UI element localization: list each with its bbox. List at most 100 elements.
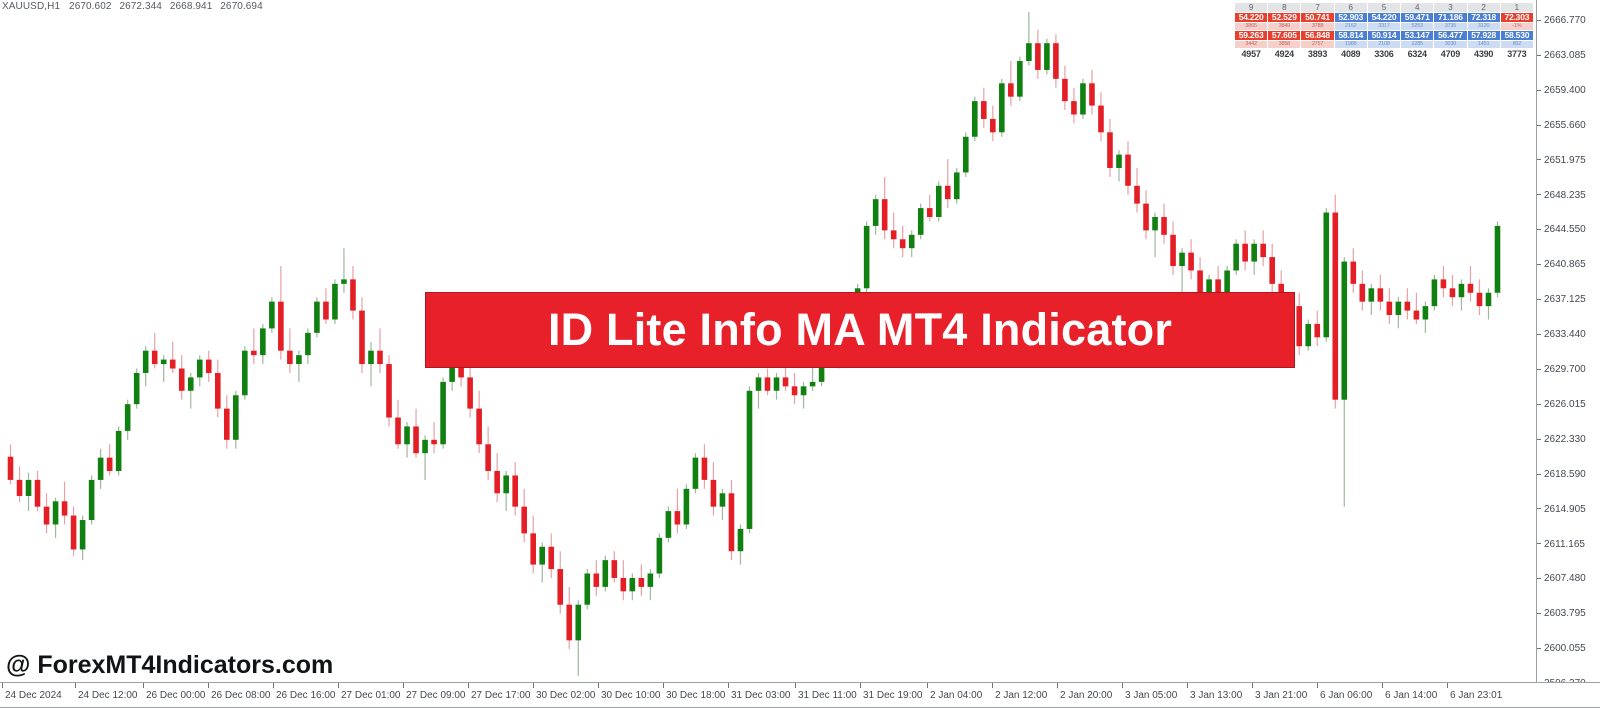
info-panel-subvalue-cell: -1% [1499,22,1535,31]
candle [61,481,68,525]
info-panel-subvalue-cell: 3849 [1267,22,1302,31]
candle [260,323,266,365]
time-axis[interactable]: 24 Dec 2024 24 Dec 12:00 26 Dec 00:00 26 De… [0,682,1600,708]
price-tick: 2629.700 [1537,364,1600,376]
candle [1305,319,1312,351]
candle [548,533,555,578]
chart-plot-area[interactable] [0,0,1536,682]
candle [305,328,311,365]
candle [160,355,167,382]
info-panel-value-cell: 72.318 [1466,12,1501,23]
candle [1359,270,1366,311]
candle [440,377,446,449]
candle [503,471,509,512]
info-panel-value-cell: 57.605 [1267,30,1302,41]
candle [512,462,518,516]
candle [422,435,428,480]
time-tick-label: 3 Jan 21:00 [1255,690,1308,701]
ohlc-open: 2670.602 [69,1,112,12]
price-tick: 2614.905 [1537,504,1600,516]
candle [1098,92,1104,142]
time-tick-mark [533,683,534,688]
info-panel-value-cell: 52.903 [1333,12,1368,23]
info-panel-value-cell: 54.220 [1233,12,1269,23]
candle [1089,69,1095,115]
time-tick-label: 26 Dec 16:00 [276,690,336,701]
candle [1341,257,1348,507]
candle [1350,248,1357,293]
time-tick-mark [663,683,664,688]
banner-title: ID Lite Info MA MT4 Indicator [547,304,1173,355]
candle [1467,266,1474,302]
price-tick: 2651.975 [1537,155,1600,167]
price-tick: 2666.770 [1537,15,1600,27]
info-panel-value-cell: 58.530 [1499,30,1535,41]
info-panel-volume-cell: 4709 [1433,48,1468,61]
candle [413,408,419,458]
candle [1125,141,1131,195]
candle [1404,288,1411,320]
candle [115,426,122,476]
price-tick-mark [1537,578,1541,580]
candle [178,355,185,400]
symbol-label: XAUUSD,H1 [2,1,61,12]
ohlc-low: 2668.941 [169,1,213,12]
info-panel-subvalue-cell: 2757 [1300,40,1335,49]
time-tick-mark [598,683,599,688]
price-tick: 2648.235 [1537,190,1600,202]
price-tick: 2607.480 [1537,573,1600,585]
candle [773,372,780,400]
candle [1188,239,1194,280]
candle [683,484,690,529]
info-panel-subvalue-cell: 3442 [1233,40,1269,49]
candle [656,533,663,578]
candle [710,462,717,516]
price-tick-label: 2648.235 [1544,189,1586,201]
candle [899,225,906,258]
price-axis[interactable]: 2666.770 2663.085 2659.400 2655.660 2651.975… [1536,0,1600,689]
price-tick-mark [1537,229,1541,231]
info-panel-header-cell: 4 [1400,2,1435,13]
candle [701,444,708,489]
candle [1035,29,1041,79]
candle [79,515,86,561]
candle [296,350,302,382]
candle [1368,283,1375,316]
time-tick-label: 2 Jan 20:00 [1060,690,1113,701]
time-tick-mark [1252,683,1253,688]
candle [647,569,654,601]
time-tick-mark [273,683,274,688]
info-panel-value-cell: 71.186 [1433,12,1468,23]
price-tick-mark [1537,438,1541,440]
info-panel-value-cell: 59.263 [1233,30,1269,41]
candle [872,194,879,235]
candle [972,96,978,142]
price-tick-label: 2611.165 [1544,538,1585,550]
site-watermark: @ ForexMT4Indicators.com [6,651,334,679]
price-tick-mark [1537,403,1541,405]
candle [566,586,573,650]
info-panel-value-cell: 72.303 [1499,12,1535,23]
price-tick-label: 2600.055 [1544,643,1586,655]
price-tick-label: 2655.660 [1544,119,1586,131]
info-panel-header-cell: 3 [1433,2,1468,13]
info-panel-volume-cell: 6324 [1400,48,1435,61]
info-panel-header-cell: 1 [1499,2,1535,13]
candle [737,524,744,565]
candle [1422,301,1429,333]
candle [539,542,546,583]
candle [1395,297,1402,329]
candle [629,573,636,601]
candle [665,506,672,543]
price-tick: 2600.055 [1537,643,1600,655]
info-panel-volume-cell: 4390 [1466,48,1501,61]
time-tick-mark [75,683,76,688]
candle [1053,34,1059,88]
price-tick: 2640.865 [1537,259,1600,271]
price-tick-mark [1537,473,1541,475]
info-panel-value-cell: 54.220 [1366,12,1402,23]
candle [1458,279,1465,311]
info-panel-subvalue-cell: 5253 [1400,22,1435,31]
candle [142,346,149,387]
candle [1413,292,1420,324]
